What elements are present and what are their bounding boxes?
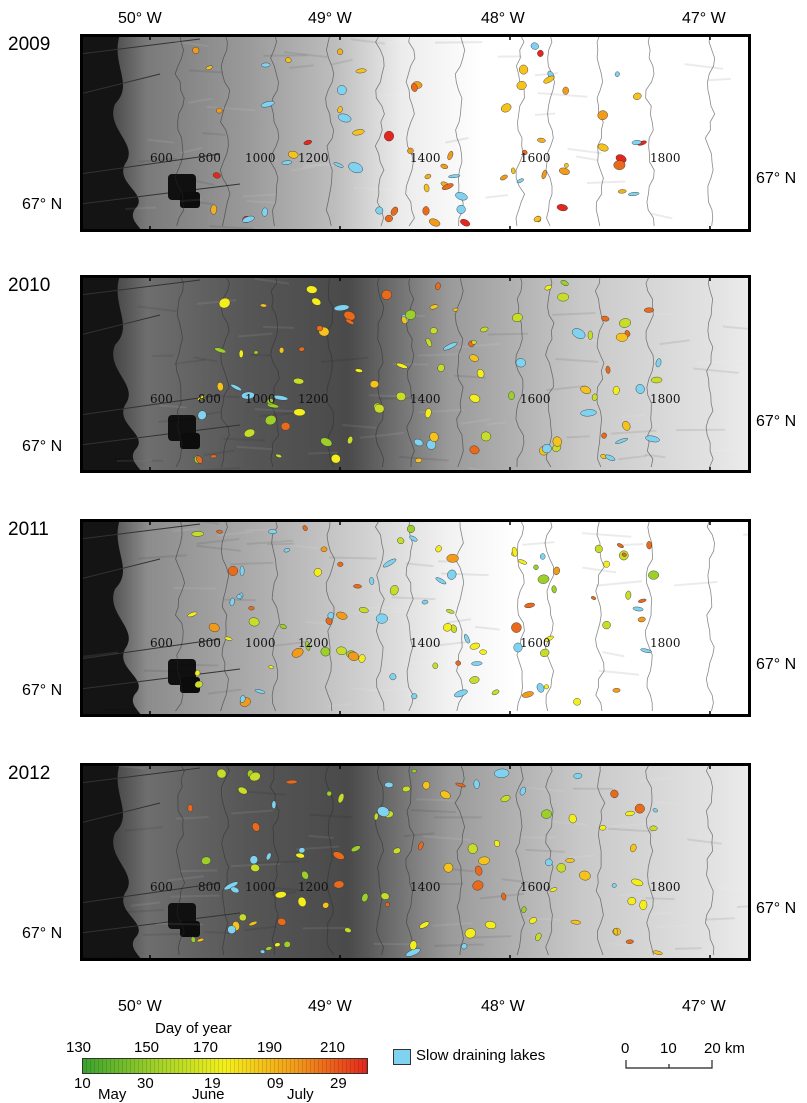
legend-bottom-tick-10: 10: [74, 1075, 91, 1092]
scale-tick-20-km: 20 km: [704, 1040, 745, 1057]
lat-label-left-2012: 67° N: [22, 925, 62, 943]
legend-bottom-tick-29: 29: [330, 1075, 347, 1092]
scale-tick-0: 0: [621, 1040, 629, 1057]
legend-title: Day of year: [155, 1020, 232, 1037]
contour-label-800: 800: [198, 880, 221, 894]
bottom-axis-label-48w: 48° W: [481, 998, 525, 1016]
legend-month-june: June: [192, 1086, 225, 1103]
contour-label-800: 800: [198, 151, 221, 165]
bottom-axis-label-47w: 47° W: [682, 998, 726, 1016]
year-label-2012: 2012: [8, 763, 50, 785]
map-panel-2011: 600 800 1000 1200 1400 1600 1800: [80, 519, 751, 717]
lat-label-right-2010: 67° N: [756, 413, 796, 431]
top-axis-label-49w: 49° W: [308, 10, 352, 28]
lat-label-left-2010: 67° N: [22, 438, 62, 456]
contour-label-1000: 1000: [245, 392, 276, 406]
legend-top-tick-170: 170: [193, 1039, 218, 1056]
contour-label-1400: 1400: [410, 880, 441, 894]
contour-label-1200: 1200: [298, 636, 329, 650]
map-panel-2010: 600 800 1000 1200 1400 1600 1800: [80, 275, 751, 473]
contour-label-1400: 1400: [410, 151, 441, 165]
map-panel-2012: 600 800 1000 1200 1400 1600 1800: [80, 763, 751, 961]
contour-label-600: 600: [150, 636, 173, 650]
slow-lakes-swatch: [393, 1049, 411, 1065]
bottom-axis-label-49w: 49° W: [308, 998, 352, 1016]
contour-label-800: 800: [198, 392, 221, 406]
legend-month-july: July: [287, 1086, 314, 1103]
contour-label-1800: 1800: [650, 880, 681, 894]
lat-label-left-2009: 67° N: [22, 196, 62, 214]
contour-label-1200: 1200: [298, 392, 329, 406]
legend-top-tick-190: 190: [257, 1039, 282, 1056]
contour-label-600: 600: [150, 880, 173, 894]
legend-bottom-tick-30: 30: [137, 1075, 154, 1092]
map-panel-2009: 600 800 1000 1200 1400 1600 1800: [80, 34, 751, 232]
contour-label-1600: 1600: [520, 151, 551, 165]
legend-top-tick-130: 130: [66, 1039, 91, 1056]
contour-label-800: 800: [198, 636, 221, 650]
lat-label-right-2011: 67° N: [756, 656, 796, 674]
contour-label-1800: 1800: [650, 151, 681, 165]
scale-bar: [620, 1058, 720, 1072]
contour-label-1400: 1400: [410, 392, 441, 406]
contour-label-600: 600: [150, 151, 173, 165]
lat-label-right-2009: 67° N: [756, 170, 796, 188]
contour-label-1200: 1200: [298, 151, 329, 165]
legend-month-may: May: [98, 1086, 126, 1103]
top-axis-label-47w: 47° W: [682, 10, 726, 28]
lat-label-left-2011: 67° N: [22, 682, 62, 700]
year-label-2011: 2011: [8, 519, 49, 541]
contour-label-1000: 1000: [245, 636, 276, 650]
lat-label-right-2012: 67° N: [756, 900, 796, 918]
top-axis-label-48w: 48° W: [481, 10, 525, 28]
contour-label-1000: 1000: [245, 880, 276, 894]
contour-label-600: 600: [150, 392, 173, 406]
contour-label-1800: 1800: [650, 392, 681, 406]
contour-label-1600: 1600: [520, 392, 551, 406]
contour-label-1600: 1600: [520, 636, 551, 650]
contour-label-1800: 1800: [650, 636, 681, 650]
legend-bottom-tick-09: 09: [267, 1075, 284, 1092]
legend-top-tick-150: 150: [134, 1039, 159, 1056]
day-of-year-colorbar: [82, 1058, 368, 1074]
scale-tick-10: 10: [660, 1040, 677, 1057]
legend-top-tick-210: 210: [320, 1039, 345, 1056]
year-label-2010: 2010: [8, 275, 50, 297]
contour-label-1400: 1400: [410, 636, 441, 650]
top-axis-label-50w: 50° W: [118, 10, 162, 28]
bottom-axis-label-50w: 50° W: [118, 998, 162, 1016]
contour-label-1600: 1600: [520, 880, 551, 894]
contour-label-1200: 1200: [298, 880, 329, 894]
contour-label-1000: 1000: [245, 151, 276, 165]
slow-lakes-label: Slow draining lakes: [416, 1047, 545, 1064]
year-label-2009: 2009: [8, 34, 50, 56]
